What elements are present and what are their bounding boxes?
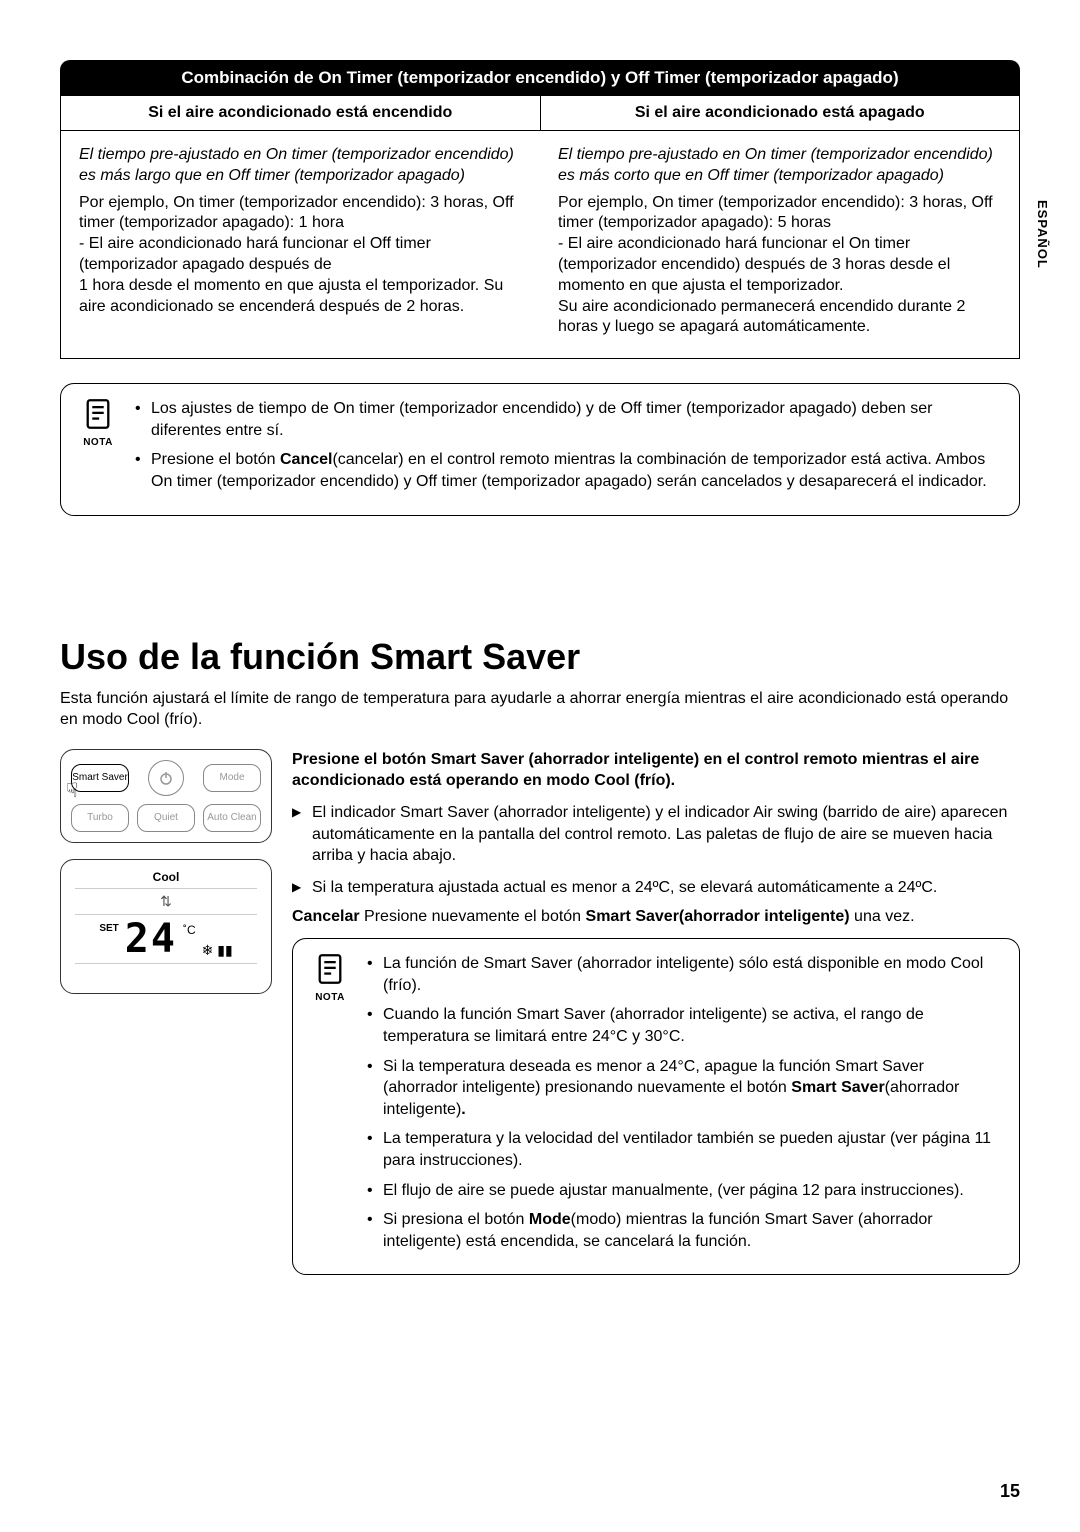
left-body3: 1 hora desde el momento en que ajusta el…: [79, 276, 522, 318]
left-body1: Por ejemplo, On timer (temporizador ence…: [79, 193, 522, 235]
smart-saver-instruction: Presione el botón Smart Saver (ahorrador…: [292, 749, 1020, 792]
nota2-item5: El flujo de aire se puede ajustar manual…: [367, 1180, 1003, 1202]
timer-table: Si el aire acondicionado está encendido …: [60, 96, 1020, 359]
fan-icon: ❄ ▮▮: [202, 942, 233, 959]
col-header-on: Si el aire acondicionado está encendido: [61, 96, 541, 130]
nota-box-1: NOTA Los ajustes de tiempo de On timer (…: [60, 383, 1020, 515]
left-body2: - El aire acondicionado hará funcionar e…: [79, 234, 522, 276]
display-temp-unit: ˚C: [183, 923, 196, 937]
mode-button: Mode: [203, 764, 261, 792]
display-swing-icon: ⇅: [75, 893, 257, 914]
timer-right-cell: El tiempo pre-ajustado en On timer (temp…: [540, 131, 1019, 358]
smart-saver-bullet2: Si la temperatura ajustada actual es men…: [292, 877, 1020, 899]
nota-label-2: NOTA: [307, 992, 353, 1003]
note-icon: [84, 398, 112, 430]
nota2-item3: Si la temperatura deseada es menor a 24°…: [367, 1056, 1003, 1121]
remote-illustration: Smart Saver ☟ Mode Turbo Quiet Auto Clea…: [60, 749, 272, 843]
note-icon: [316, 953, 344, 985]
right-body3: Su aire acondicionado permanecerá encend…: [558, 297, 1001, 339]
timer-section-header: Combinación de On Timer (temporizador en…: [60, 60, 1020, 96]
right-body1: Por ejemplo, On timer (temporizador ence…: [558, 193, 1001, 235]
power-button: [148, 760, 184, 796]
cancel-line: Cancelar Presione nuevamente el botón Sm…: [292, 908, 1020, 926]
language-side-label: ESPAÑOL: [1035, 200, 1050, 269]
right-body2: - El aire acondicionado hará funcionar e…: [558, 234, 1001, 296]
nota2-item6: Si presiona el botón Mode(modo) mientras…: [367, 1209, 1003, 1252]
nota2-item2: Cuando la función Smart Saver (ahorrador…: [367, 1004, 1003, 1047]
smart-saver-title: Uso de la función Smart Saver: [60, 636, 1020, 678]
finger-icon: ☟: [66, 781, 78, 801]
nota1-item1: Los ajustes de tiempo de On timer (tempo…: [135, 398, 999, 441]
nota1-item2: Presione el botón Cancel(cancelar) en el…: [135, 449, 999, 492]
display-mode: Cool: [75, 870, 257, 889]
page-number: 15: [1000, 1481, 1020, 1502]
nota2-item4: La temperatura y la velocidad del ventil…: [367, 1128, 1003, 1171]
smart-saver-intro: Esta función ajustará el límite de rango…: [60, 688, 1020, 731]
auto-clean-button: Auto Clean: [203, 804, 261, 832]
right-italic: El tiempo pre-ajustado en On timer (temp…: [558, 145, 1001, 187]
timer-left-cell: El tiempo pre-ajustado en On timer (temp…: [61, 131, 540, 358]
display-temp: 24: [125, 919, 177, 959]
col-header-off: Si el aire acondicionado está apagado: [541, 96, 1020, 130]
display-set-label: SET: [99, 923, 118, 934]
left-italic: El tiempo pre-ajustado en On timer (temp…: [79, 145, 522, 187]
smart-saver-button: Smart Saver ☟: [71, 764, 129, 792]
smart-saver-bullet1: El indicador Smart Saver (ahorrador inte…: [292, 802, 1020, 867]
nota2-item1: La función de Smart Saver (ahorrador int…: [367, 953, 1003, 996]
nota-box-2: NOTA La función de Smart Saver (ahorrado…: [292, 938, 1020, 1275]
turbo-button: Turbo: [71, 804, 129, 832]
nota-label-1: NOTA: [75, 437, 121, 448]
display-illustration: Cool ⇅ SET 24 ˚C ❄ ▮▮: [60, 859, 272, 994]
quiet-button: Quiet: [137, 804, 195, 832]
